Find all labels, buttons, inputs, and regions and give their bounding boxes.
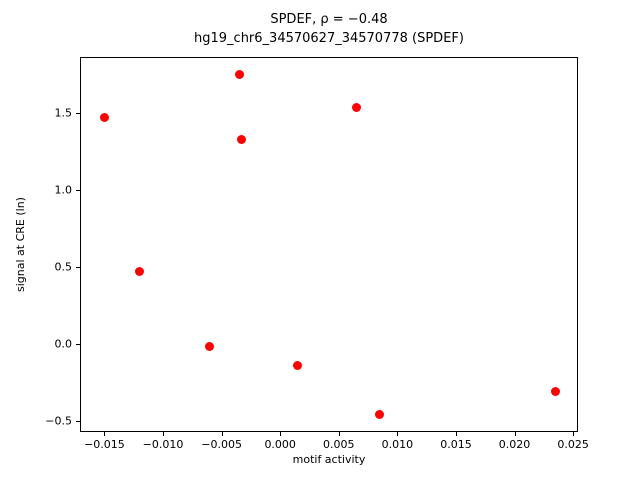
y-tick-label: −0.5 [45,414,72,428]
chart-title-line1: SPDEF, ρ = −0.48 [270,12,388,27]
x-tick-label: −0.010 [142,438,184,451]
x-tick-label: 0.025 [557,438,589,451]
scatter-point [205,342,215,352]
chart-title: SPDEF, ρ = −0.48 hg19_chr6_34570627_3457… [80,10,578,48]
y-tick-label: 1.5 [54,106,73,120]
x-tick-mark [397,432,399,436]
scatter-point [135,267,145,277]
x-tick-mark [338,432,340,436]
plot-area: −0.015 −0.010 −0.005 0.000 0.005 0.010 0.015 0.… [45,57,589,451]
scatter-point [551,387,561,396]
x-tick-label: 0.005 [323,438,355,451]
x-tick-mark [163,432,165,436]
y-tick-label: 0.5 [54,260,73,274]
scatter-point [99,113,109,123]
x-tick-mark [104,432,106,436]
y-axis-label: signal at CRE (ln) [14,197,27,292]
y-tick-mark [76,190,80,192]
x-tick-mark [221,432,223,436]
scatter-point [237,134,247,144]
x-tick-mark [280,432,282,436]
scatter-point [351,102,361,112]
chart-title-line2: hg19_chr6_34570627_34570778 (SPDEF) [194,31,464,46]
y-tick-mark [76,343,80,345]
x-tick-label: 0.010 [381,438,414,451]
x-tick-mark [573,432,575,436]
x-tick-label: −0.005 [201,438,242,451]
scatter-point [234,70,244,80]
x-tick-mark [514,432,516,436]
x-tick-label: 0.000 [264,438,296,451]
x-tick-label: 0.020 [498,438,531,451]
y-tick-mark [76,267,80,269]
x-tick-mark [455,432,457,436]
y-tick-label: 0.0 [54,337,73,351]
y-tick-mark [76,420,80,422]
y-tick-mark [76,113,80,115]
scatter-point [293,360,303,370]
x-axis-label: motif activity [292,453,366,466]
x-tick-label: 0.015 [440,438,472,451]
scatter-point [375,410,385,420]
y-tick-label: 1.0 [54,183,73,197]
x-tick-label: −0.015 [84,438,125,451]
